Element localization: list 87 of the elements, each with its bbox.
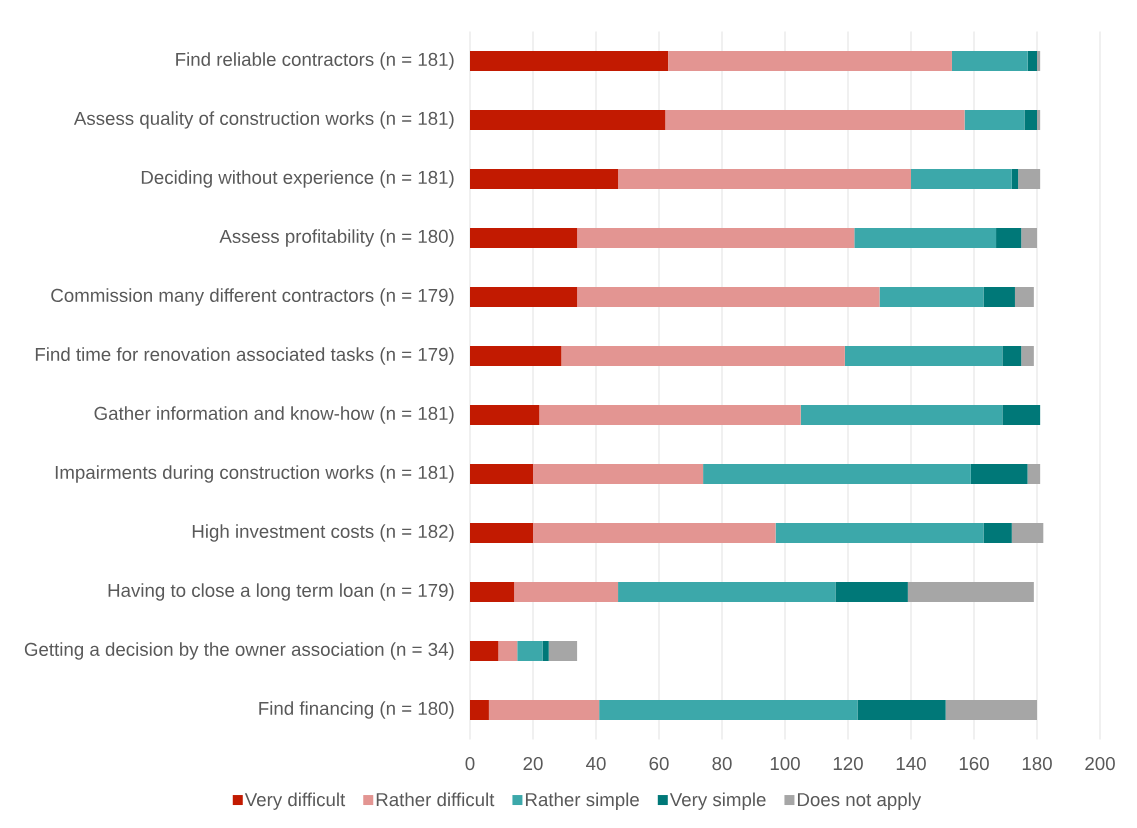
- bar: [470, 287, 578, 308]
- x-tick-label: 60: [649, 756, 669, 771]
- bar: [514, 582, 619, 603]
- bar: [542, 641, 549, 662]
- x-tick-label: 40: [586, 756, 606, 771]
- bar: [844, 346, 1003, 367]
- y-tick-label: Find financing (n = 180): [259, 701, 454, 719]
- bar: [857, 700, 946, 721]
- bar: [951, 51, 1028, 71]
- bar: [775, 523, 984, 544]
- bar: [911, 169, 1012, 190]
- bar: [470, 169, 619, 190]
- bar: [488, 700, 600, 721]
- bar: [470, 464, 533, 485]
- bar: [533, 523, 776, 544]
- y-tick-label: Commission many different contractors (n = 179): [51, 288, 454, 306]
- bar: [470, 582, 515, 603]
- bar: [907, 582, 1034, 603]
- x-tick-label: 100: [770, 756, 800, 771]
- bar: [470, 346, 562, 367]
- bar: [879, 287, 984, 308]
- y-tick-label: Getting a decision by the owner association (n = 34): [24, 642, 454, 660]
- bar: [561, 346, 845, 367]
- legend-label: Rather simple: [525, 792, 639, 810]
- legend-label: Does not apply: [797, 792, 922, 810]
- bar: [618, 169, 911, 190]
- bar: [970, 464, 1028, 485]
- bar: [1027, 51, 1038, 71]
- bar: [470, 700, 489, 721]
- x-tick-label: 80: [712, 756, 732, 771]
- x-tick-label: 200: [1085, 756, 1115, 771]
- bar: [548, 641, 578, 662]
- bar: [470, 228, 578, 248]
- bar: [945, 700, 1038, 721]
- legend-label: Rather difficult: [376, 792, 495, 807]
- bar: [533, 464, 704, 485]
- bar: [996, 228, 1022, 248]
- y-tick-label: Deciding without experience (n = 181): [141, 170, 454, 188]
- bar: [577, 228, 855, 248]
- bar: [964, 110, 1025, 130]
- bar: [1002, 346, 1022, 367]
- bar: [1002, 405, 1041, 426]
- bar: [470, 405, 540, 426]
- bar: [470, 110, 666, 130]
- y-tick-label: Gather information and know-how (n = 181): [94, 406, 454, 424]
- bar: [1011, 169, 1019, 190]
- bar: [983, 523, 1012, 544]
- bar: [1018, 169, 1041, 190]
- bar: [1021, 346, 1034, 367]
- x-tick-label: 0: [465, 756, 475, 771]
- x-tick-label: 180: [1022, 756, 1052, 771]
- bar: [470, 51, 669, 71]
- bar: [1014, 287, 1034, 308]
- bar: [1021, 228, 1038, 248]
- bar: [1024, 110, 1038, 130]
- bar: [599, 700, 858, 721]
- bar: [854, 228, 997, 248]
- legend-label: Very simple: [669, 792, 766, 810]
- bar: [668, 51, 952, 71]
- legend-label: Very difficult: [244, 792, 346, 810]
- y-tick-label: Find time for renovation associated tasks (n = 179): [35, 347, 454, 365]
- y-tick-label: Assess profitability (n = 180): [219, 229, 454, 247]
- bar: [1011, 523, 1044, 544]
- bar: [1027, 464, 1041, 485]
- x-tick-label: 140: [896, 756, 926, 771]
- bar: [517, 641, 543, 662]
- bar: [539, 405, 801, 426]
- bar: [470, 641, 499, 662]
- bar: [983, 287, 1015, 308]
- bar: [665, 110, 965, 130]
- y-tick-label: Find reliable contractors (n = 181): [176, 52, 454, 70]
- bar: [703, 464, 971, 485]
- bar: [1037, 51, 1041, 71]
- bar: [470, 523, 533, 544]
- y-tick-label: Having to close a long term loan (n = 179): [108, 583, 454, 601]
- bar: [618, 582, 836, 603]
- y-tick-label: Impairments during construction works (n = 181): [55, 465, 454, 483]
- bar: [800, 405, 1003, 426]
- bar: [577, 287, 880, 308]
- bar: [835, 582, 908, 603]
- x-tick-label: 20: [523, 756, 543, 771]
- x-tick-label: 160: [959, 756, 989, 771]
- y-tick-label: Assess quality of construction works (n = 181): [73, 111, 454, 129]
- y-tick-label: High investment costs (n = 182): [192, 524, 454, 542]
- bar: [498, 641, 518, 662]
- bar: [1037, 110, 1041, 130]
- x-tick-label: 120: [833, 756, 863, 771]
